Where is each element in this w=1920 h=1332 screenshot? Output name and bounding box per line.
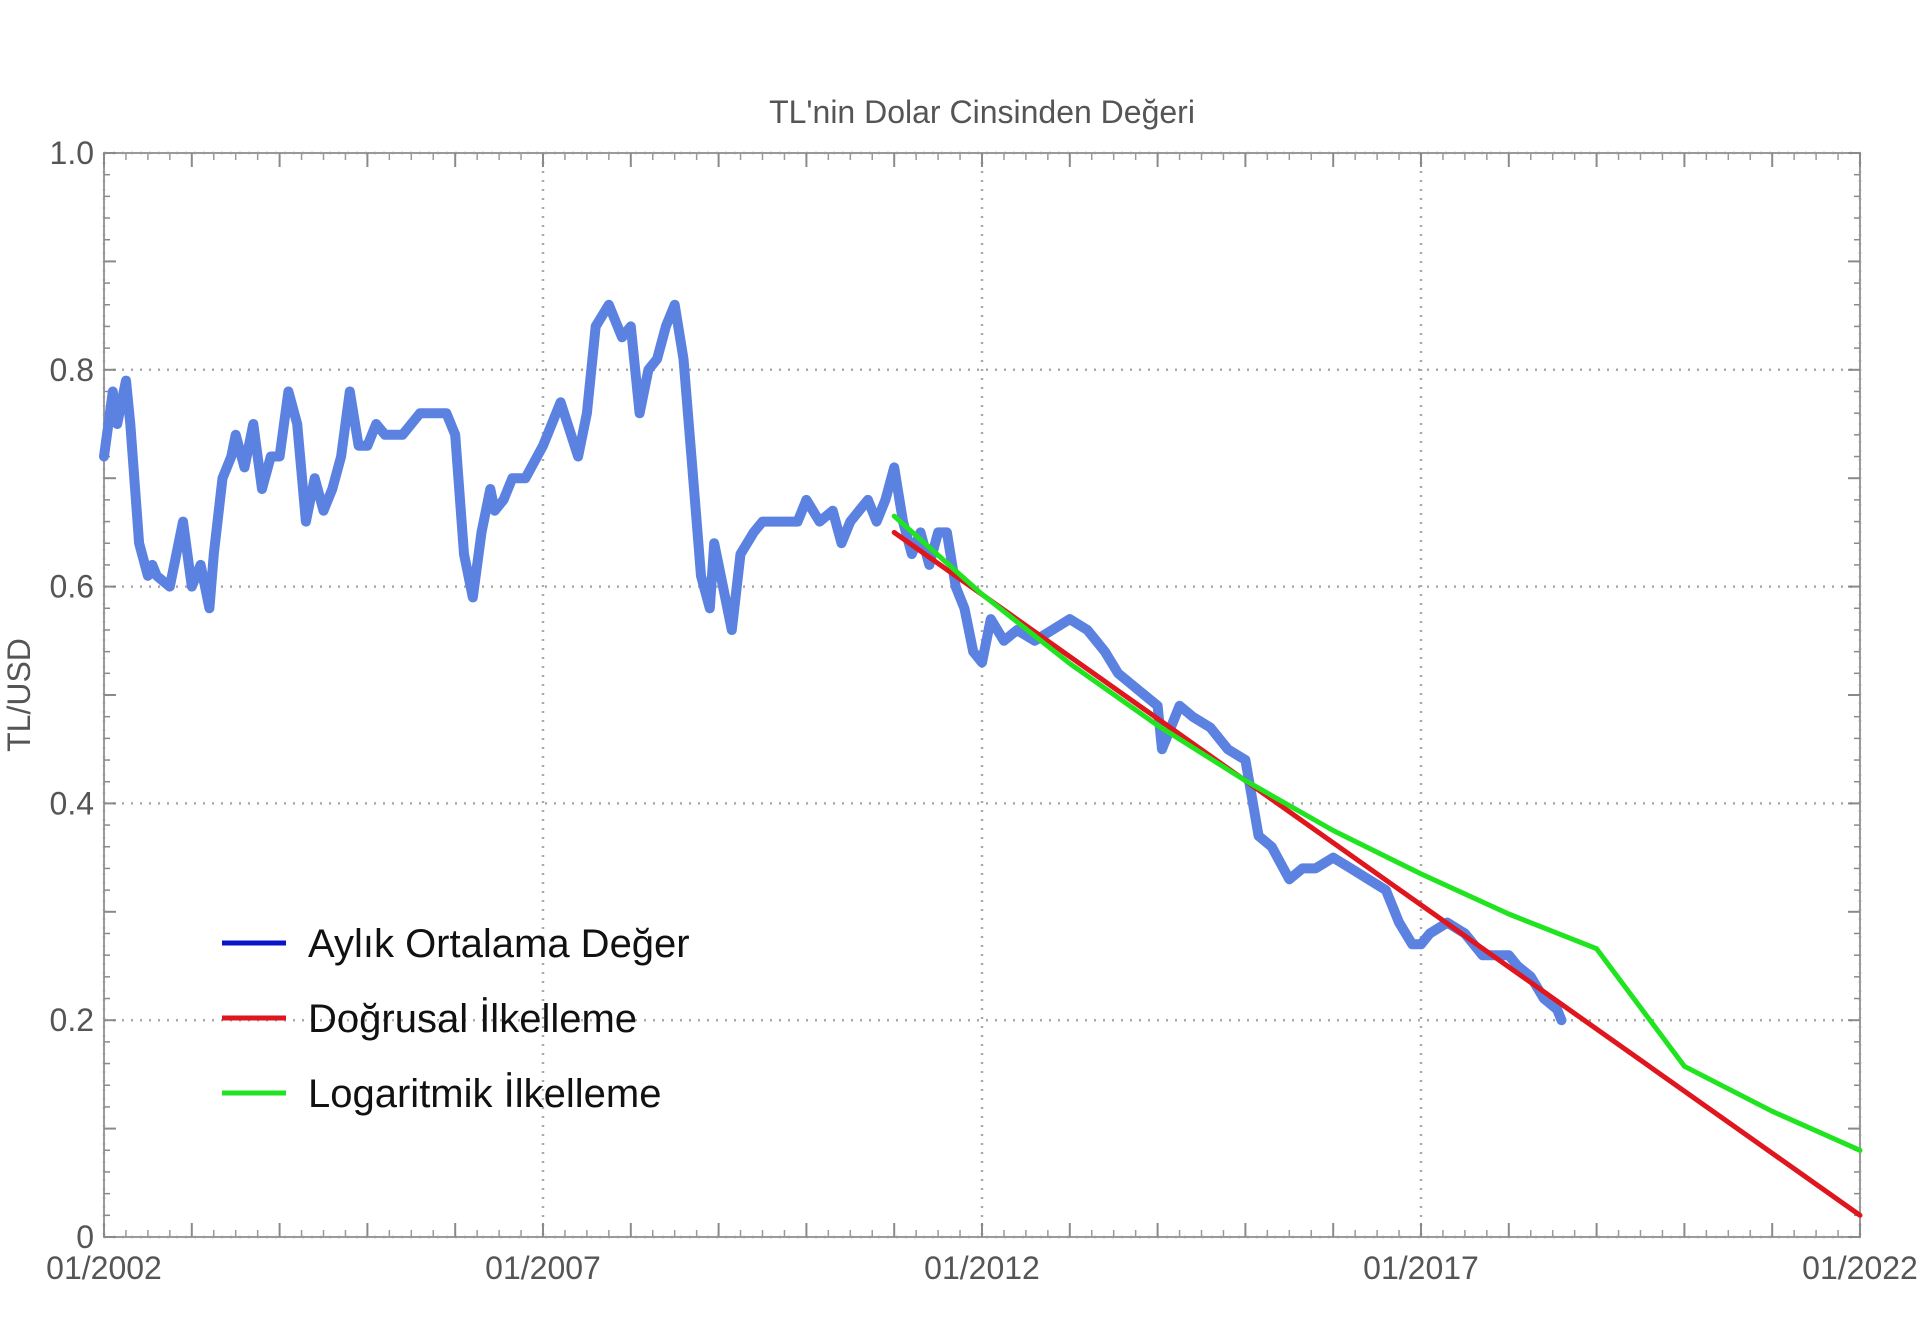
y-tick-label: 0 (76, 1219, 94, 1255)
x-tick-label: 01/2017 (1363, 1250, 1479, 1286)
chart-title: TL'nin Dolar Cinsinden Değeri (769, 94, 1195, 130)
legend-label-1: Aylık Ortalama Değer (308, 922, 690, 966)
y-tick-label: 1.0 (50, 135, 94, 171)
x-tick-labels: 01/2002 01/2007 01/2012 01/2017 01/2022 (46, 1250, 1918, 1286)
series-group (99, 299, 1863, 1218)
legend-label-3: Logaritmik İlkelleme (308, 1071, 661, 1116)
y-axis-label: TL/USD (1, 638, 37, 752)
x-tick-label: 01/2007 (485, 1250, 601, 1286)
y-tick-labels: 0 0.2 0.4 0.6 0.8 1.0 (50, 135, 94, 1255)
y-tick-label: 0.4 (50, 785, 94, 821)
series-line-1 (99, 299, 1567, 1026)
legend-label-2: Doğrusal İlkelleme (308, 996, 637, 1041)
series-line-3 (891, 513, 1863, 1153)
ticks (103, 152, 1861, 1238)
y-tick-label: 0.6 (50, 569, 94, 605)
x-tick-label: 01/2002 (46, 1250, 162, 1286)
x-tick-label: 01/2012 (924, 1250, 1040, 1286)
y-tick-label: 0.2 (50, 1002, 94, 1038)
x-tick-label: 01/2022 (1802, 1250, 1918, 1286)
legend: Aylık Ortalama Değer Doğrusal İlkelleme Lo… (222, 922, 690, 1116)
y-tick-label: 0.8 (50, 352, 94, 388)
series-line-2 (891, 529, 1863, 1218)
